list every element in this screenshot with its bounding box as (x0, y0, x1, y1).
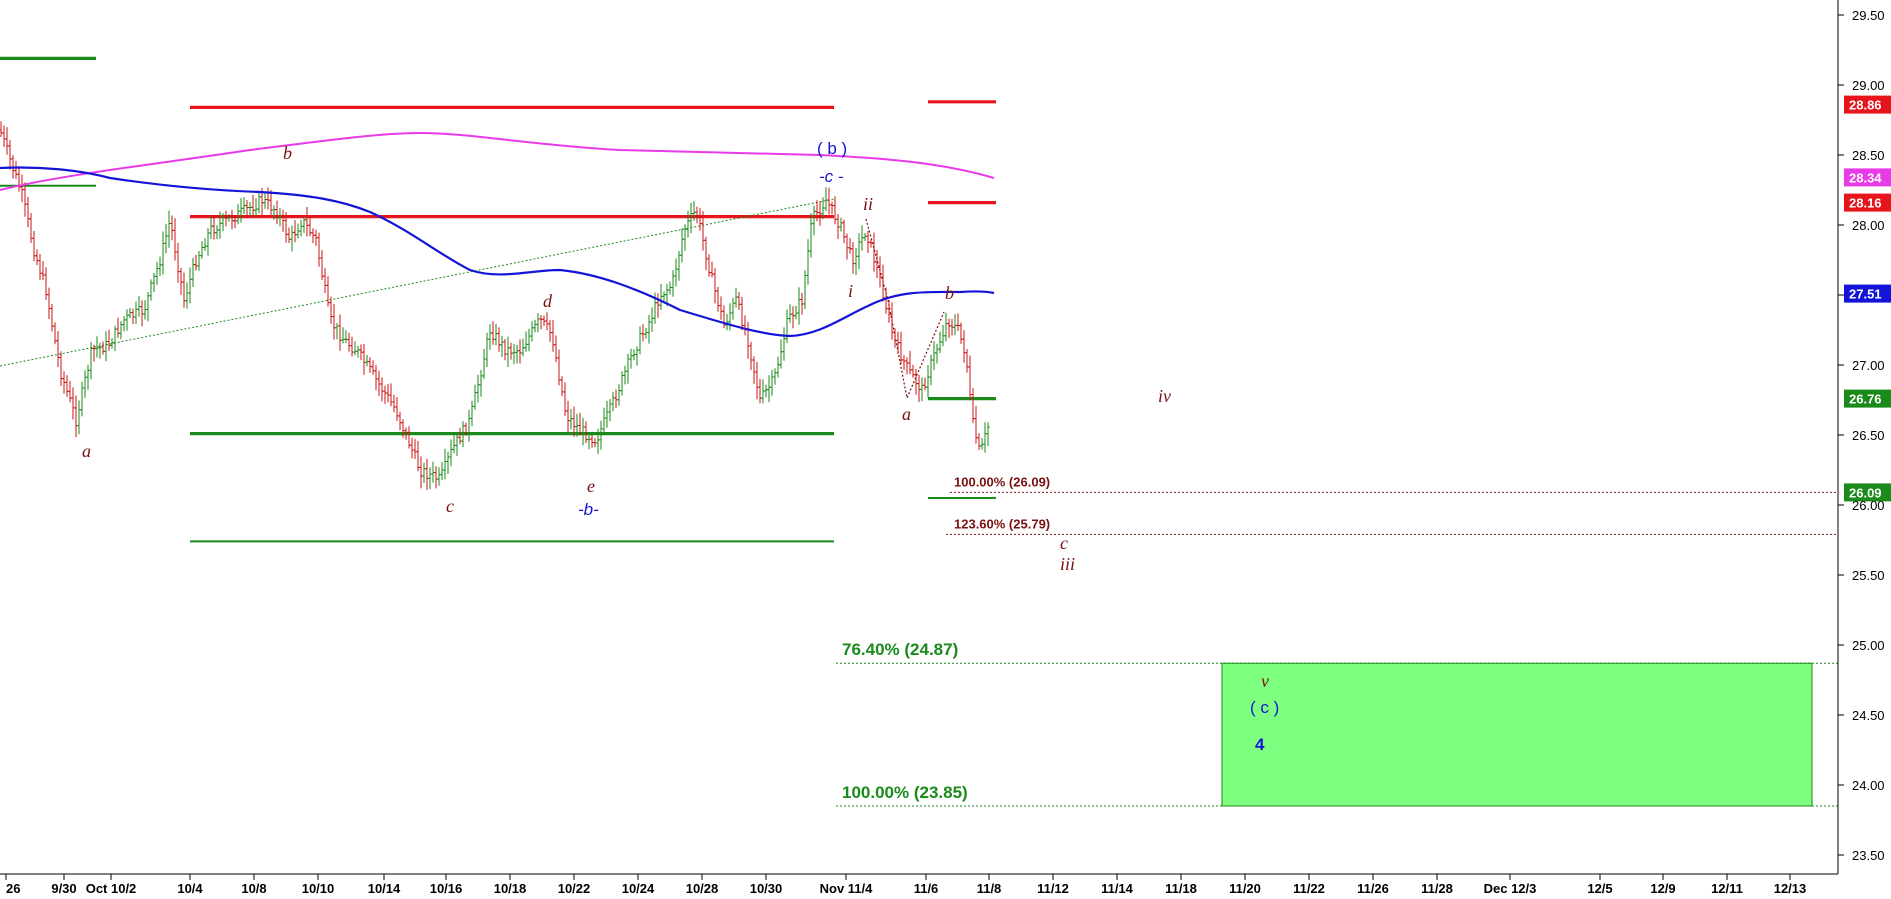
x-tick-label: 10/24 (622, 881, 655, 896)
x-tick-label: 9/30 (51, 881, 76, 896)
price-bars (0, 121, 990, 490)
wave-label-b1: b (283, 143, 292, 163)
wave-label-e1: e (587, 476, 595, 496)
wave-label-i: i (848, 281, 853, 301)
price-badge (1844, 389, 1891, 408)
price-badge-text: 26.09 (1849, 485, 1882, 500)
x-tick-label: 10/8 (241, 881, 266, 896)
wave-label-paren-b: ( b ) (817, 139, 847, 158)
price-badge (1844, 168, 1891, 187)
x-tick-label: 10/18 (494, 881, 527, 896)
x-tick-label: 26 (6, 881, 20, 896)
x-tick-label: 11/28 (1421, 881, 1453, 896)
wave-label-dash-b: -b- (578, 500, 599, 519)
wave-labels: a b c d e a b i ii c iii iv v ( b ) -c -… (82, 139, 1279, 754)
price-badge-text: 27.51 (1849, 287, 1882, 302)
x-tick-label: Dec 12/3 (1484, 881, 1537, 896)
x-tick-label: 11/14 (1101, 881, 1134, 896)
y-axis-ticks: 29.5029.0028.5028.0027.5027.0026.5026.00… (1838, 8, 1885, 863)
wave-label-dash-c: -c - (819, 167, 844, 186)
price-badge (1844, 483, 1891, 502)
y-tick-label: 27.00 (1852, 358, 1885, 373)
price-badge-text: 28.16 (1849, 196, 1882, 211)
fibonacci-labels: 100.00% (26.09) 123.60% (25.79) 76.40% (24… (842, 474, 1050, 802)
fib-level-label: 100.00% (23.85) (842, 783, 968, 802)
y-tick-label: 29.50 (1852, 8, 1885, 23)
x-tick-label: 11/26 (1357, 881, 1389, 896)
x-tick-label: 10/14 (368, 881, 401, 896)
x-tick-label: 12/9 (1650, 881, 1675, 896)
x-tick-label: 11/6 (914, 881, 939, 896)
y-tick-label: 26.50 (1852, 428, 1885, 443)
price-badge-text: 28.86 (1849, 98, 1882, 113)
x-tick-label: 11/8 (977, 881, 1002, 896)
target-zone (1221, 662, 1813, 807)
y-tick-label: 24.50 (1852, 708, 1885, 723)
x-tick-label: 10/10 (302, 881, 335, 896)
fib-level-label: 100.00% (26.09) (954, 474, 1050, 489)
x-tick-label: 10/22 (558, 881, 591, 896)
x-tick-label: 12/11 (1711, 881, 1743, 896)
y-tick-label: 25.00 (1852, 638, 1885, 653)
wave-label-a2: a (902, 404, 911, 424)
price-badge-text: 26.76 (1849, 392, 1882, 407)
x-tick-label: 11/12 (1037, 881, 1069, 896)
x-tick-label: 11/18 (1165, 881, 1197, 896)
x-axis-ticks: 26 9/30 Oct 10/2 10/4 10/8 10/10 10/14 10/16 10/… (5, 874, 1807, 896)
y-tick-label: 28.50 (1852, 148, 1885, 163)
y-tick-label: 24.00 (1852, 778, 1885, 793)
price-badge-text: 28.34 (1849, 170, 1882, 185)
x-tick-label: 12/5 (1587, 881, 1612, 896)
x-tick-label: Nov 11/4 (820, 881, 874, 896)
blue-moving-average (0, 166, 995, 338)
y-tick-label: 26.00 (1852, 498, 1885, 513)
wave-label-ii: ii (863, 194, 873, 214)
wave-label-b2: b (945, 283, 954, 303)
x-tick-label: 11/20 (1229, 881, 1261, 896)
x-tick-label: 12/13 (1774, 881, 1807, 896)
price-badge (1844, 284, 1891, 303)
x-tick-label: 10/28 (686, 881, 719, 896)
y-tick-label: 23.50 (1852, 848, 1885, 863)
fib-level-label: 76.40% (24.87) (842, 640, 958, 659)
y-tick-label: 28.00 (1852, 218, 1885, 233)
wave-label-4: 4 (1255, 735, 1265, 754)
fib-level-label: 123.60% (25.79) (954, 516, 1050, 531)
wave-label-a1: a (82, 441, 91, 461)
x-tick-label: Oct 10/2 (86, 881, 137, 896)
fibonacci-lines (836, 491, 1838, 807)
wave-label-c1: c (446, 496, 454, 516)
wave-label-c2: c (1060, 533, 1068, 553)
price-badge (1844, 95, 1891, 114)
wave-label-iv: iv (1158, 386, 1171, 406)
wave-label-v: v (1261, 671, 1269, 691)
magenta-moving-average (0, 131, 995, 191)
x-tick-label: 11/22 (1293, 881, 1325, 896)
wave-label-paren-c: ( c ) (1250, 698, 1279, 717)
x-tick-label: 10/16 (430, 881, 463, 896)
y-tick-label: 29.00 (1852, 78, 1885, 93)
wave-label-d1: d (543, 291, 553, 311)
y-tick-label: 25.50 (1852, 568, 1885, 583)
green-trend-line (0, 198, 835, 367)
price-badges: 28.86 28.34 28.16 27.51 26.76 26.09 (1844, 95, 1891, 502)
support-resistance-lines (0, 56, 996, 543)
x-tick-label: 10/4 (177, 881, 203, 896)
wave-label-iii: iii (1060, 554, 1075, 574)
price-badge (1844, 193, 1891, 212)
x-tick-label: 10/30 (750, 881, 783, 896)
